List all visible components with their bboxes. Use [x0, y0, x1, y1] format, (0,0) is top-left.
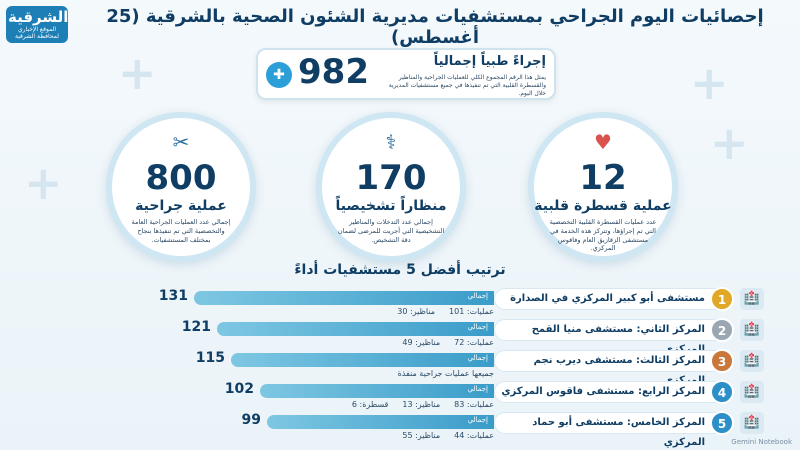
- hospital-name: المركز الثاني: مستشفى منيا القمح المركزي: [494, 319, 734, 355]
- total-value: 982: [298, 52, 369, 92]
- plus-decoration-icon: +: [710, 116, 749, 170]
- ranking-stats: عمليات: 44 مناظير: 55: [274, 431, 494, 440]
- surgeries-value: 800: [145, 158, 217, 198]
- ranking-stat: قسطرة: 6: [351, 400, 389, 409]
- ranking-stat: مناظير: 49: [402, 338, 441, 347]
- endoscopy-card: ⚕ 170 منظاراً تشخيصياً إجمالي عدد التدخل…: [316, 112, 466, 262]
- hospital-name: مستشفى أبو كبير المركزي في الصدارة: [494, 288, 734, 310]
- hospital-icon: 🏥: [740, 412, 764, 434]
- ranking-stat: عمليات: 44: [454, 431, 494, 440]
- ranking-row: إجمالي 102 عمليات: 83 مناظير: 13 قسطرة: 6 الم…: [0, 380, 800, 411]
- hospital-icon: 🏥: [740, 288, 764, 310]
- ranking-bar: [260, 384, 494, 398]
- hospital-icon: 🏥: [740, 381, 764, 403]
- ranking-stat: عمليات: 101: [449, 307, 494, 316]
- rank-badge: 3: [710, 349, 734, 373]
- rank-badge: 2: [710, 318, 734, 342]
- logo-subtitle: الموقع الإخباري لمحافظة الشرقية: [15, 25, 59, 40]
- ranking-stat: مناظير: 13: [402, 400, 441, 409]
- ranking-stat: مناظير: 30: [397, 307, 436, 316]
- bar-total-tag: إجمالي: [467, 292, 488, 300]
- surgery-icon: ✂: [172, 130, 190, 154]
- ranking-total-value: 115: [195, 350, 225, 366]
- ranking-row: إجمالي 121 عمليات: 72 مناظير: 49 المركز الثا…: [0, 318, 800, 355]
- catheter-description: عدد عمليات القسطرة القلبية التخصصية التي…: [549, 218, 657, 253]
- ranking-stats: عمليات: 72 مناظير: 49: [274, 338, 494, 347]
- surgeries-description: إجمالي عدد العمليات الجراحية العامة والت…: [131, 218, 231, 244]
- hospital-name: المركز الرابع: مستشفى فاقوس المركزي: [494, 381, 734, 403]
- ranking-stat: عمليات: 72: [454, 338, 494, 347]
- ranking-stats: جميعها عمليات جراحية منفذة: [274, 369, 494, 378]
- ranking-bar: [267, 415, 494, 429]
- plus-decoration-icon: +: [118, 46, 157, 100]
- hospital-name: المركز الثالث: مستشفى ديرب نجم المركزي: [494, 350, 734, 386]
- page-title: إحصائيات اليوم الجراحي بمستشفيات مديرية …: [106, 6, 764, 48]
- catheter-card: ♥ 12 عملية قسطرة قلبية عدد عمليات القسطر…: [528, 112, 678, 262]
- surgeries-label: عملية جراحية: [135, 198, 227, 214]
- rank-badge: 1: [710, 287, 734, 311]
- bar-total-tag: إجمالي: [467, 323, 488, 331]
- ranking-bar: [231, 353, 494, 367]
- ranking-stats: عمليات: 101 مناظير: 30: [274, 307, 494, 316]
- ranking-total-value: 131: [158, 288, 188, 304]
- ranking-row: إجمالي 131 عمليات: 101 مناظير: 30 مستشفى أبو…: [0, 287, 800, 318]
- rank-badge: 5: [710, 411, 734, 435]
- plus-decoration-icon: +: [24, 156, 63, 210]
- ranking-total-value: 99: [241, 412, 261, 428]
- endoscopy-label: منظاراً تشخيصياً: [335, 198, 447, 214]
- heart-icon: ♥: [594, 130, 612, 154]
- endoscope-icon: ⚕: [385, 130, 397, 154]
- ranking-stat: عمليات: 83: [454, 400, 494, 409]
- catheter-value: 12: [579, 158, 627, 198]
- total-label: إجراءً طبياً إجمالياً: [433, 54, 546, 69]
- ranking-row: إجمالي 99 عمليات: 44 مناظير: 55 المركز الخام…: [0, 411, 800, 448]
- ranking-bar: [217, 322, 494, 336]
- plus-decoration-icon: +: [690, 56, 729, 110]
- hospital-name: المركز الخامس: مستشفى أبو حماد المركزي: [494, 412, 734, 448]
- footer-credit: Gemini Notebook: [731, 438, 792, 446]
- ranking-stat: مناظير: 55: [402, 431, 441, 440]
- total-description: يمثل هذا الرقم المجموع الكلي للعمليات ال…: [388, 74, 546, 98]
- rank-badge: 4: [710, 380, 734, 404]
- brand-logo: الشرقية الموقع الإخباري لمحافظة الشرقية: [6, 6, 68, 43]
- ranking-stats: عمليات: 83 مناظير: 13 قسطرة: 6: [274, 400, 494, 409]
- hospital-icon: 🏥: [740, 319, 764, 341]
- ranking-row: إجمالي 115 جميعها عمليات جراحية منفذة المرك…: [0, 349, 800, 386]
- total-summary: ✚ 982 إجراءً طبياً إجمالياً يمثل هذا الر…: [256, 48, 556, 100]
- ranking-total-value: 121: [181, 319, 211, 335]
- ranking-title: ترتيب أفضل 5 مستشفيات أداءً: [294, 262, 506, 278]
- medical-kit-icon: ✚: [266, 62, 292, 88]
- bar-total-tag: إجمالي: [467, 385, 488, 393]
- ranking-total-value: 102: [224, 381, 254, 397]
- catheter-label: عملية قسطرة قلبية: [534, 198, 672, 214]
- hospital-icon: 🏥: [740, 350, 764, 372]
- endoscopy-description: إجمالي عدد التدخلات والمناظير التشخيصية …: [337, 218, 445, 244]
- endoscopy-value: 170: [355, 158, 427, 198]
- bar-total-tag: إجمالي: [467, 354, 488, 362]
- bar-total-tag: إجمالي: [467, 416, 488, 424]
- ranking-stat: جميعها عمليات جراحية منفذة: [397, 369, 494, 378]
- logo-name: الشرقية: [8, 8, 69, 26]
- surgeries-card: ✂ 800 عملية جراحية إجمالي عدد العمليات ا…: [106, 112, 256, 262]
- ranking-bar: [194, 291, 494, 305]
